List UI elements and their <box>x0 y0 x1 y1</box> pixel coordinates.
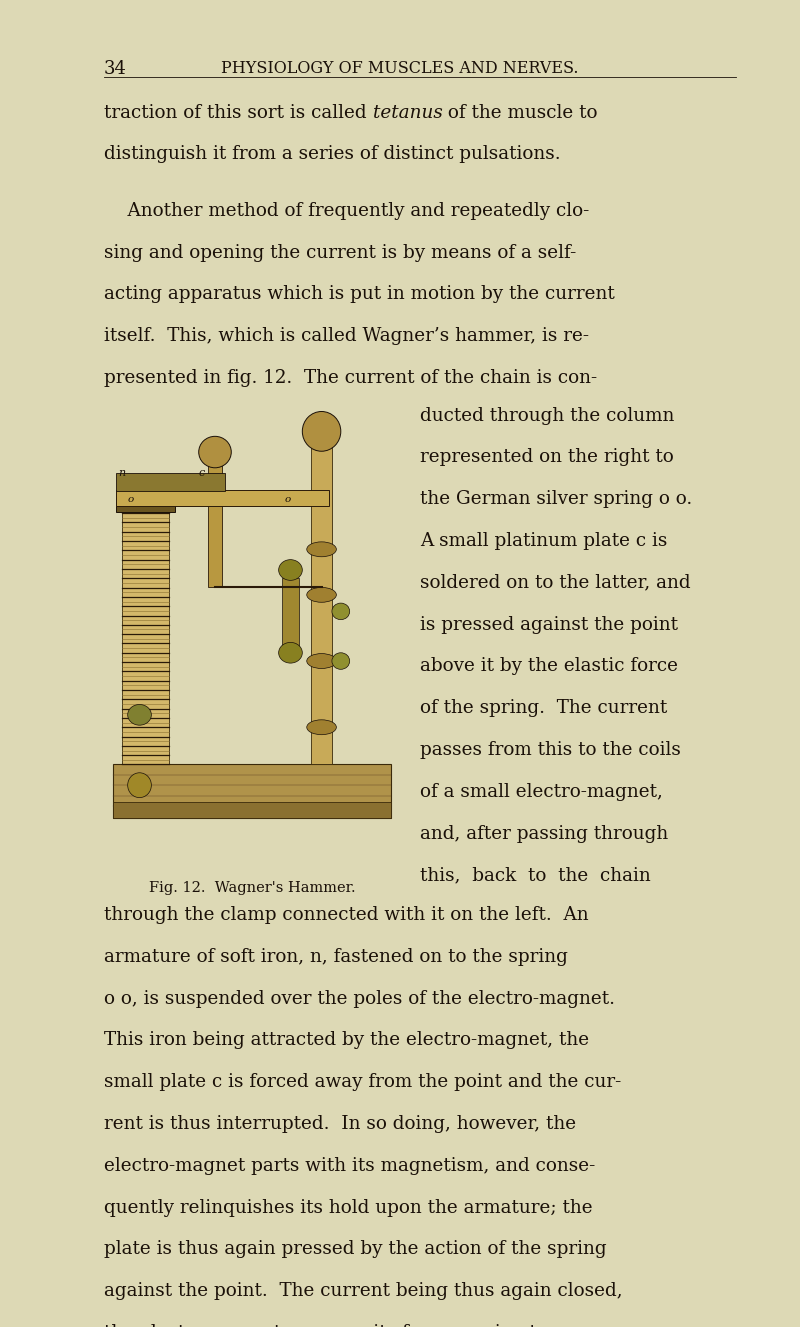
Text: of a small electro-magnet,: of a small electro-magnet, <box>420 783 663 800</box>
Text: rent is thus interrupted.  In so doing, however, the: rent is thus interrupted. In so doing, h… <box>104 1115 576 1133</box>
Text: Another method of frequently and repeatedly clo-: Another method of frequently and repeate… <box>104 202 590 220</box>
Text: of the spring.  The current: of the spring. The current <box>420 699 667 717</box>
Text: o: o <box>284 495 290 504</box>
Text: itself.  This, which is called Wagner’s hammer, is re-: itself. This, which is called Wagner’s h… <box>104 328 589 345</box>
Text: of the muscle to: of the muscle to <box>442 104 598 122</box>
Text: soldered on to the latter, and: soldered on to the latter, and <box>420 573 690 592</box>
Text: and, after passing through: and, after passing through <box>420 824 668 843</box>
Text: quently relinquishes its hold upon the armature; the: quently relinquishes its hold upon the a… <box>104 1198 593 1217</box>
Text: tetanus: tetanus <box>373 104 442 122</box>
Text: n: n <box>118 467 126 478</box>
Bar <box>116 472 226 491</box>
Ellipse shape <box>306 654 336 669</box>
Ellipse shape <box>128 772 151 798</box>
Bar <box>113 802 391 819</box>
Text: distinguish it from a series of distinct pulsations.: distinguish it from a series of distinct… <box>104 145 561 163</box>
Bar <box>282 579 299 653</box>
Text: A small platinum plate c is: A small platinum plate c is <box>420 532 667 549</box>
Text: acting apparatus which is put in motion by the current: acting apparatus which is put in motion … <box>104 285 614 304</box>
Text: ducted through the column: ducted through the column <box>420 406 674 425</box>
Text: traction of this sort is called: traction of this sort is called <box>104 104 373 122</box>
Text: armature of soft iron, n, fastened on to the spring: armature of soft iron, n, fastened on to… <box>104 947 568 966</box>
Ellipse shape <box>306 719 336 735</box>
Text: small plate c is forced away from the point and the cur-: small plate c is forced away from the po… <box>104 1074 622 1091</box>
Ellipse shape <box>198 437 231 468</box>
Ellipse shape <box>332 653 350 669</box>
Text: through the clamp connected with it on the left.  An: through the clamp connected with it on t… <box>104 906 589 924</box>
Text: against the point.  The current being thus again closed,: against the point. The current being thu… <box>104 1282 622 1300</box>
Text: electro-magnet parts with its magnetism, and conse-: electro-magnet parts with its magnetism,… <box>104 1157 595 1174</box>
Ellipse shape <box>302 411 341 451</box>
Text: sing and opening the current is by means of a self-: sing and opening the current is by means… <box>104 244 576 261</box>
Bar <box>311 446 332 764</box>
Text: is pressed against the point: is pressed against the point <box>420 616 678 633</box>
Ellipse shape <box>278 642 302 664</box>
Bar <box>122 504 169 764</box>
Bar <box>116 490 329 506</box>
Bar <box>113 764 391 819</box>
Text: PHYSIOLOGY OF MUSCLES AND NERVES.: PHYSIOLOGY OF MUSCLES AND NERVES. <box>222 60 578 77</box>
Bar <box>116 498 175 512</box>
Text: this,  back  to  the  chain: this, back to the chain <box>420 867 650 884</box>
Text: c: c <box>198 467 205 478</box>
Ellipse shape <box>128 705 151 725</box>
Ellipse shape <box>306 588 336 602</box>
Text: o: o <box>127 495 134 504</box>
Text: presented in fig. 12.  The current of the chain is con-: presented in fig. 12. The current of the… <box>104 369 597 387</box>
Bar <box>208 462 222 587</box>
Text: o o, is suspended over the poles of the electro-magnet.: o o, is suspended over the poles of the … <box>104 990 615 1007</box>
Text: This iron being attracted by the electro-magnet, the: This iron being attracted by the electro… <box>104 1031 589 1050</box>
Text: plate is thus again pressed by the action of the spring: plate is thus again pressed by the actio… <box>104 1241 606 1258</box>
Ellipse shape <box>332 602 350 620</box>
Text: represented on the right to: represented on the right to <box>420 449 674 466</box>
Ellipse shape <box>278 560 302 580</box>
Text: the German silver spring o o.: the German silver spring o o. <box>420 490 692 508</box>
Text: Fig. 12.  Wagner's Hammer.: Fig. 12. Wagner's Hammer. <box>149 881 355 894</box>
Text: the electro-magnet recovers its force, again at-: the electro-magnet recovers its force, a… <box>104 1324 543 1327</box>
Text: passes from this to the coils: passes from this to the coils <box>420 740 681 759</box>
Text: above it by the elastic force: above it by the elastic force <box>420 657 678 675</box>
Ellipse shape <box>306 541 336 557</box>
Text: 34: 34 <box>104 60 127 78</box>
